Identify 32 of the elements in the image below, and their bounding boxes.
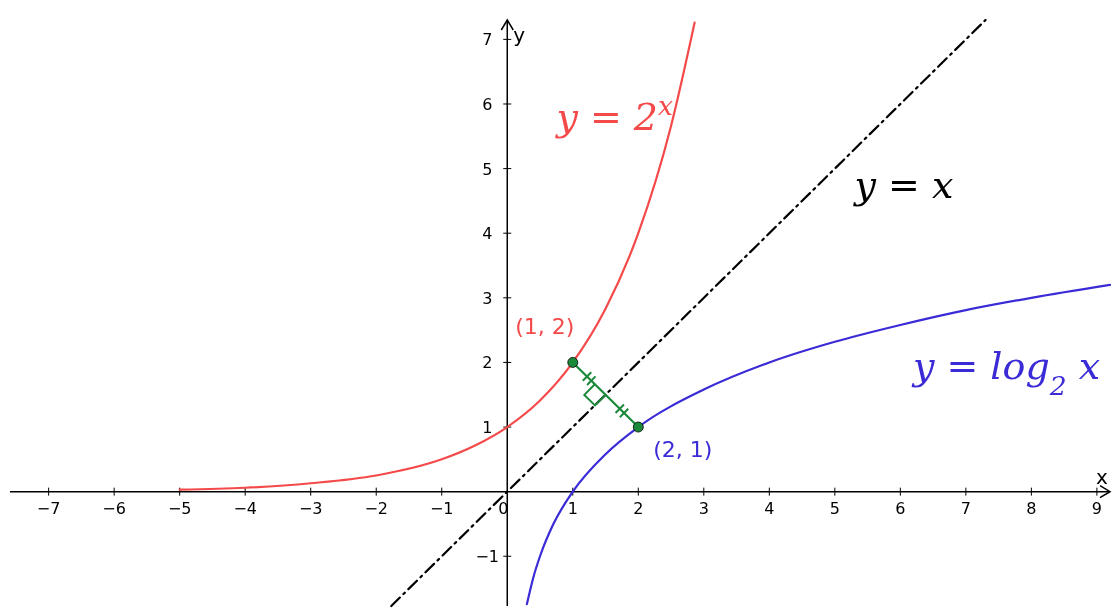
x-tick-label: 2 [633, 498, 644, 518]
x-tick-label: 5 [829, 498, 840, 518]
y-tick-label: 2 [482, 353, 493, 373]
x-tick-label: 0 [498, 498, 509, 518]
x-tick-label: −2 [364, 498, 389, 518]
series-label: y = 2$^{x}$ [554, 89, 674, 139]
y-tick-label: 4 [482, 224, 493, 244]
x-tick-label: 9 [1091, 498, 1102, 518]
x-tick-label: 8 [1026, 498, 1037, 518]
x-tick-label: −3 [298, 498, 323, 518]
x-tick-label: −1 [429, 498, 454, 518]
x-tick-label: −6 [102, 498, 126, 518]
y-tick-label: 5 [482, 159, 493, 179]
x-tick-label: 6 [895, 498, 906, 518]
annotation: (1, 2) [515, 314, 575, 340]
x-tick-label: −5 [167, 498, 192, 518]
x-tick-label: 1 [567, 498, 578, 518]
y-axis-title: y [513, 23, 526, 47]
x-tick-label: 3 [698, 498, 709, 518]
x-tick-label: 7 [960, 498, 971, 518]
x-axis-title: x [1096, 464, 1109, 489]
series-label: y = log$_{2}$x [910, 343, 1101, 401]
y-tick-label: −1 [475, 547, 500, 567]
series-label: y = x [852, 162, 954, 207]
x-tick-label: −4 [233, 498, 257, 518]
y-tick-label: 7 [482, 30, 493, 50]
x-tick-label: −7 [36, 498, 61, 518]
y-tick-label: 3 [482, 288, 493, 308]
y-tick-label: 1 [482, 418, 493, 438]
annotation: (2, 1) [653, 437, 713, 463]
x-tick-label: 4 [764, 498, 775, 518]
y-tick-label: 6 [482, 94, 493, 114]
